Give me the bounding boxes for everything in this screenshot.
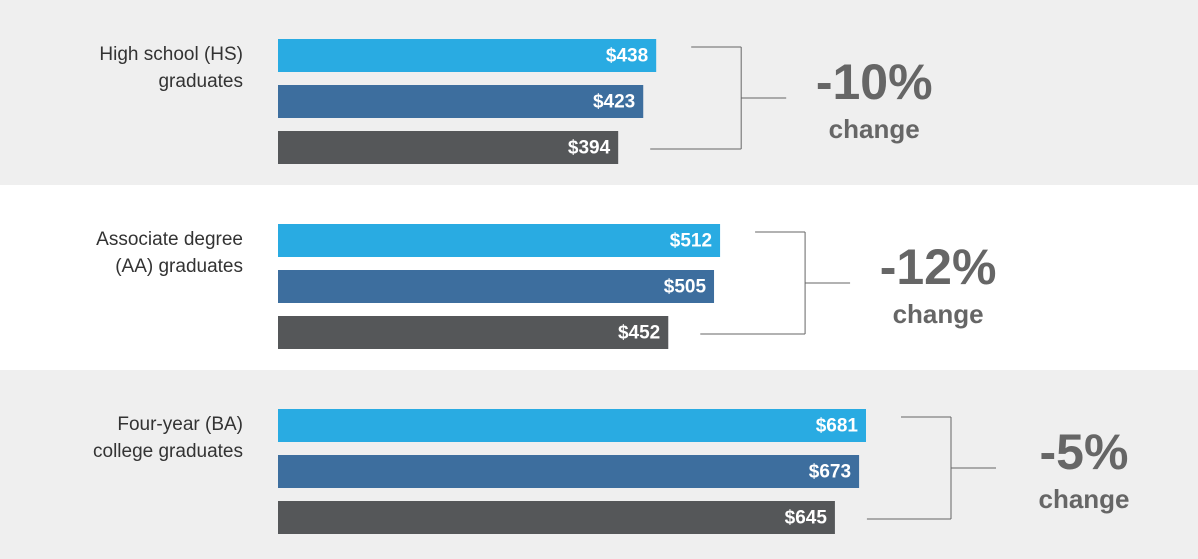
bar [278, 131, 619, 164]
value-label: $645 [785, 508, 828, 529]
value-label: $681 [816, 416, 859, 437]
value-label: $438 [606, 46, 648, 67]
bar [278, 224, 721, 257]
bar [278, 501, 835, 534]
category-label: Four-year (BA) [117, 414, 243, 435]
bar [278, 316, 669, 349]
category-label: Associate degree [96, 229, 243, 250]
value-label: $452 [618, 323, 660, 344]
category-label: college graduates [93, 441, 243, 462]
category-label: High school (HS) [99, 44, 243, 65]
bar [278, 39, 657, 72]
value-label: $394 [568, 138, 611, 159]
change-label: change [1038, 484, 1129, 514]
bar [278, 455, 860, 488]
category-label: (AA) graduates [115, 256, 243, 277]
value-label: $423 [593, 92, 635, 113]
value-label: $505 [664, 277, 707, 298]
change-value: -10% [816, 54, 933, 110]
change-value: -5% [1040, 424, 1129, 480]
change-value: -12% [880, 239, 997, 295]
category-label: graduates [158, 71, 243, 92]
change-label: change [893, 299, 984, 329]
bar [278, 85, 644, 118]
value-label: $673 [809, 462, 851, 483]
change-label: change [829, 114, 920, 144]
value-label: $512 [670, 231, 712, 252]
bar [278, 270, 715, 303]
bar [278, 409, 866, 442]
